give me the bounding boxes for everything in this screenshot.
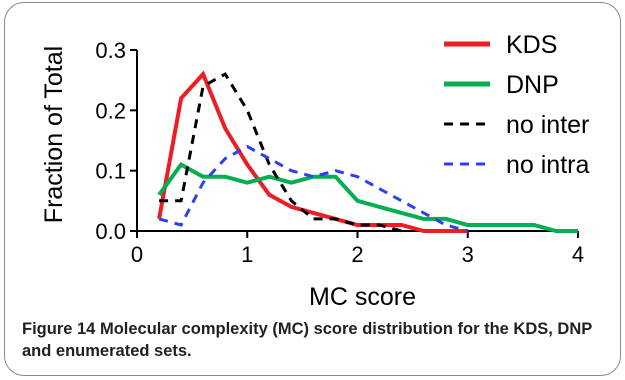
y-tick-label: 0.2: [95, 98, 126, 123]
x-tick-label: 2: [351, 242, 363, 267]
legend-label: KDS: [506, 31, 557, 59]
figure-frame: [4, 2, 621, 376]
caption-text: Molecular complexity (MC) score distribu…: [22, 320, 592, 360]
y-axis-label: Fraction of Total: [40, 46, 68, 223]
y-tick-label: 0.1: [95, 159, 126, 184]
x-axis-label: MC score: [309, 283, 416, 311]
x-tick-label: 3: [462, 242, 474, 267]
x-tick-label: 0: [131, 242, 143, 267]
y-tick-label: 0.0: [95, 219, 126, 244]
figure-caption: Figure 14 Molecular complexity (MC) scor…: [22, 318, 610, 362]
y-tick-label: 0.3: [95, 38, 126, 63]
series-line-no-intra: [158, 144, 469, 233]
x-tick-label: 4: [572, 242, 584, 267]
caption-label: Figure 14: [22, 320, 96, 338]
series-line-no-inter: [159, 72, 402, 233]
x-tick-label: 1: [241, 242, 253, 267]
series-line-kds: [157, 70, 468, 233]
legend-label: no intra: [506, 151, 589, 179]
legend-label: no inter: [506, 111, 589, 139]
legend-label: DNP: [506, 71, 559, 99]
line-chart: 0.0 0.1 0.2 0.3 0 1 2 3 4 MC score Fraction of Tot…: [40, 31, 589, 311]
series-line-dnp: [157, 161, 578, 233]
